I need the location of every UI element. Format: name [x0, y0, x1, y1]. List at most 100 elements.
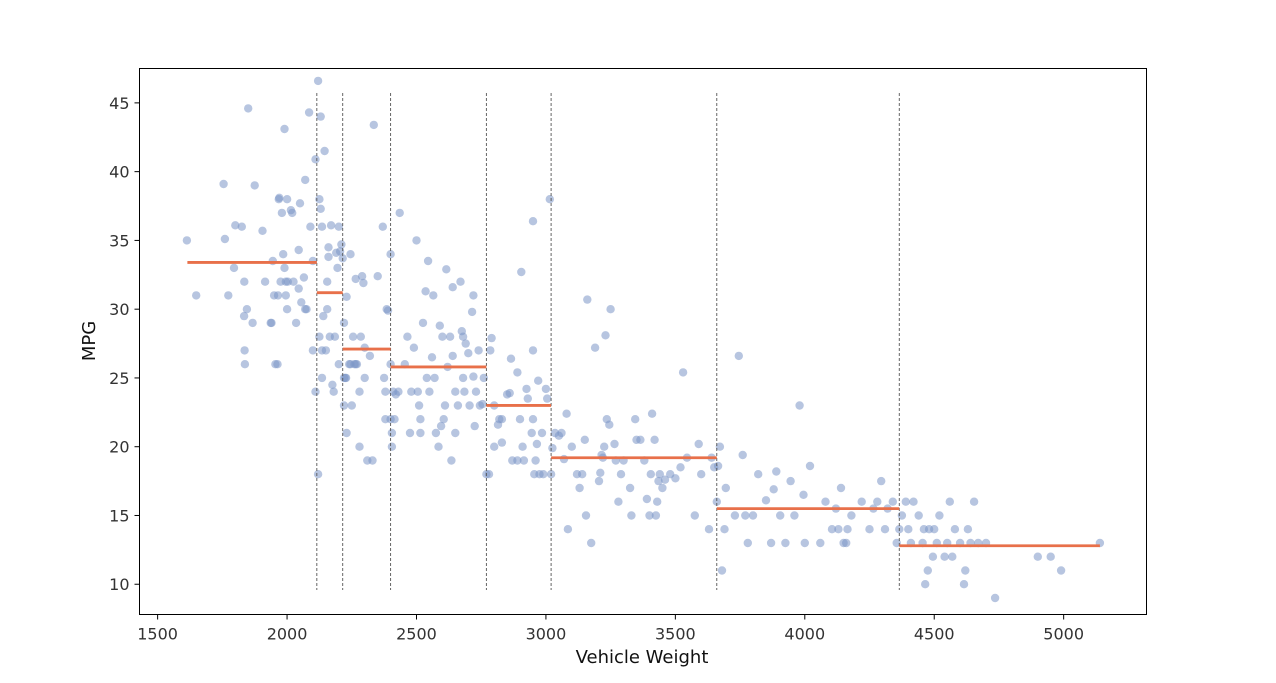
- data-point: [456, 277, 465, 286]
- data-point: [646, 470, 655, 479]
- y-axis-label: MPG: [79, 321, 100, 361]
- data-point: [950, 525, 960, 534]
- data-point: [904, 525, 913, 534]
- data-point: [434, 442, 443, 451]
- data-point: [654, 476, 663, 486]
- y-tick-label: 15: [109, 506, 129, 525]
- data-point: [182, 236, 192, 245]
- data-point: [704, 525, 714, 534]
- data-point: [786, 476, 795, 486]
- data-point: [351, 274, 360, 284]
- data-point: [435, 321, 444, 330]
- data-point: [660, 475, 670, 484]
- data-point: [280, 263, 289, 273]
- data-point: [642, 494, 652, 504]
- data-point: [581, 511, 591, 520]
- data-point: [694, 439, 703, 449]
- x-axis-label: Vehicle Weight: [576, 647, 709, 668]
- data-point: [528, 217, 538, 226]
- data-point: [229, 263, 239, 273]
- data-point: [627, 511, 636, 520]
- data-point: [769, 485, 778, 494]
- data-point: [460, 387, 469, 396]
- data-point: [645, 511, 654, 520]
- data-point: [334, 360, 343, 369]
- data-point: [403, 332, 412, 341]
- data-point: [469, 372, 478, 381]
- data-point: [610, 439, 619, 449]
- bin-edges-layer: [316, 93, 900, 590]
- y-tick-label: 25: [109, 369, 129, 388]
- data-point: [655, 470, 664, 479]
- data-point: [650, 435, 659, 444]
- data-point: [880, 525, 890, 534]
- data-point: [311, 155, 320, 164]
- data-point: [527, 428, 536, 438]
- data-point: [440, 401, 450, 410]
- data-point: [323, 305, 332, 314]
- data-point: [923, 566, 932, 575]
- data-point: [291, 318, 301, 328]
- data-point: [467, 307, 477, 317]
- data-point: [563, 525, 573, 534]
- data-point: [781, 538, 790, 548]
- data-point: [537, 428, 547, 438]
- data-point: [914, 511, 923, 520]
- data-point: [605, 420, 614, 429]
- data-point: [469, 291, 478, 300]
- data-point: [308, 256, 318, 266]
- data-point: [453, 401, 463, 410]
- data-point: [651, 511, 661, 520]
- data-point: [766, 538, 776, 548]
- data-point: [407, 387, 416, 396]
- step-lines-layer: [187, 261, 1100, 548]
- data-point: [471, 387, 481, 396]
- data-point: [324, 252, 333, 262]
- data-point: [369, 120, 378, 130]
- data-point: [348, 332, 358, 341]
- data-point: [316, 204, 325, 213]
- data-point: [490, 442, 499, 451]
- data-point: [892, 538, 901, 548]
- data-point: [614, 497, 623, 506]
- data-point: [1056, 566, 1066, 575]
- data-point: [368, 456, 377, 465]
- data-point: [1033, 552, 1043, 561]
- data-point: [319, 311, 328, 321]
- data-point: [242, 305, 252, 314]
- data-point: [518, 442, 527, 451]
- data-point: [935, 511, 944, 520]
- data-point: [909, 497, 918, 506]
- data-point: [712, 497, 721, 506]
- data-point: [528, 346, 538, 355]
- data-point: [360, 373, 369, 383]
- data-point: [464, 349, 473, 358]
- data-point: [356, 332, 365, 341]
- x-tick-label: 4500: [914, 625, 955, 644]
- data-point: [543, 394, 552, 403]
- data-point: [600, 442, 609, 451]
- data-point: [333, 263, 342, 273]
- data-point: [513, 368, 522, 377]
- data-point: [451, 428, 460, 438]
- data-point: [795, 401, 804, 410]
- data-point: [365, 351, 375, 361]
- data-point: [445, 332, 455, 341]
- data-point: [431, 428, 441, 438]
- data-point: [315, 332, 324, 341]
- data-point: [506, 354, 516, 363]
- data-point: [268, 256, 277, 266]
- data-point: [405, 428, 415, 438]
- data-point: [289, 277, 298, 286]
- data-point: [458, 373, 468, 383]
- data-point: [901, 497, 910, 506]
- data-point: [821, 497, 830, 506]
- x-tick-label: 2500: [396, 625, 437, 644]
- data-point: [790, 511, 799, 520]
- data-point: [295, 199, 305, 208]
- data-point: [557, 428, 566, 438]
- data-point: [387, 428, 397, 438]
- data-point: [260, 277, 270, 286]
- data-point: [224, 291, 233, 300]
- data-point: [306, 222, 315, 231]
